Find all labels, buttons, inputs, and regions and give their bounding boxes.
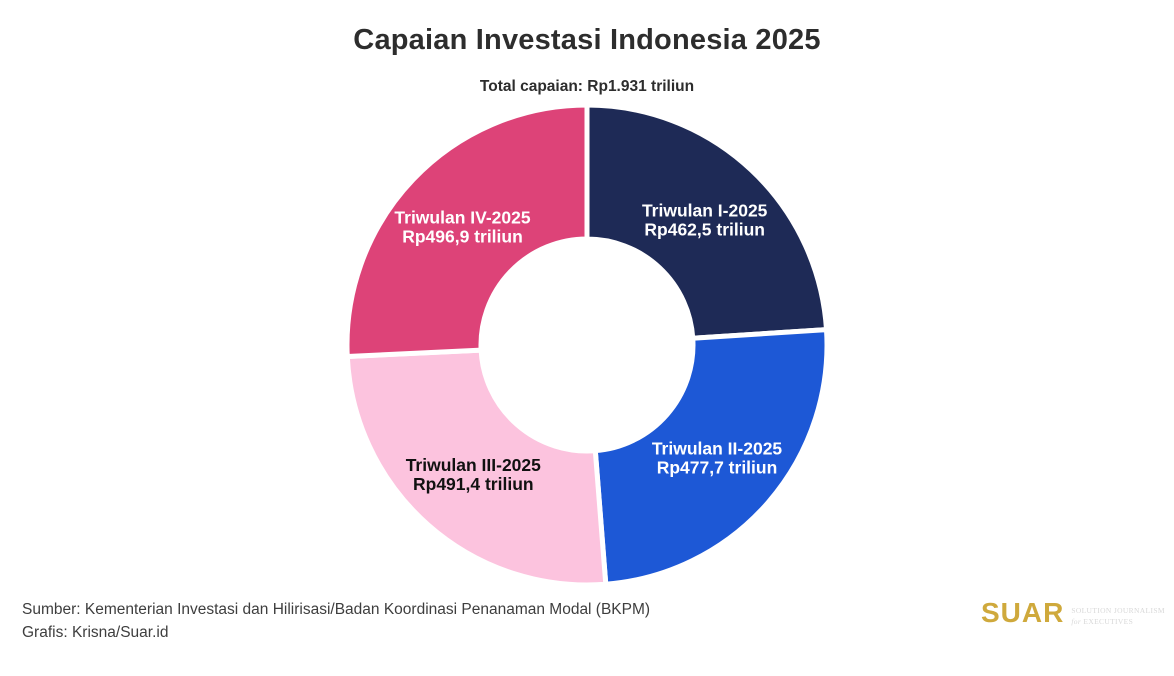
logo-tagline-line2: EXECUTIVES bbox=[1081, 616, 1134, 626]
donut-segment-3 bbox=[344, 347, 609, 588]
segment-label-2: Triwulan II-2025 Rp477,7 triliun bbox=[652, 439, 783, 478]
chart-subtitle: Total capaian: Rp1.931 triliun bbox=[479, 78, 695, 95]
source-text: Sumber: Kementerian Investasi dan Hiliri… bbox=[22, 601, 651, 618]
donut-segment-1 bbox=[584, 102, 830, 341]
logo-tagline-line1: SOLUTION JOURNALISM bbox=[1071, 606, 1165, 615]
chart-title: Capaian Investasi Indonesia 2025 bbox=[353, 24, 821, 56]
segment-label-4: Triwulan IV-2025 Rp496,9 triliun bbox=[394, 207, 530, 246]
credit-text: Grafis: Krisna/Suar.id bbox=[22, 624, 169, 641]
logo-tagline: SOLUTION JOURNALISM for EXECUTIVES bbox=[1071, 606, 1165, 627]
segment-label-1: Triwulan I-2025 Rp462,5 triliun bbox=[642, 201, 768, 240]
suar-logo: SUAR SOLUTION JOURNALISM for EXECUTIVES bbox=[981, 599, 1165, 627]
logo-wordmark: SUAR bbox=[981, 597, 1065, 628]
donut-segment-4 bbox=[344, 102, 590, 360]
donut-segment-2 bbox=[592, 327, 830, 587]
footer: Sumber: Kementerian Investasi dan Hiliri… bbox=[22, 598, 650, 644]
logo-tagline-line2-prefix: for bbox=[1071, 616, 1082, 626]
segment-label-3: Triwulan III-2025 Rp491,4 triliun bbox=[406, 455, 541, 494]
